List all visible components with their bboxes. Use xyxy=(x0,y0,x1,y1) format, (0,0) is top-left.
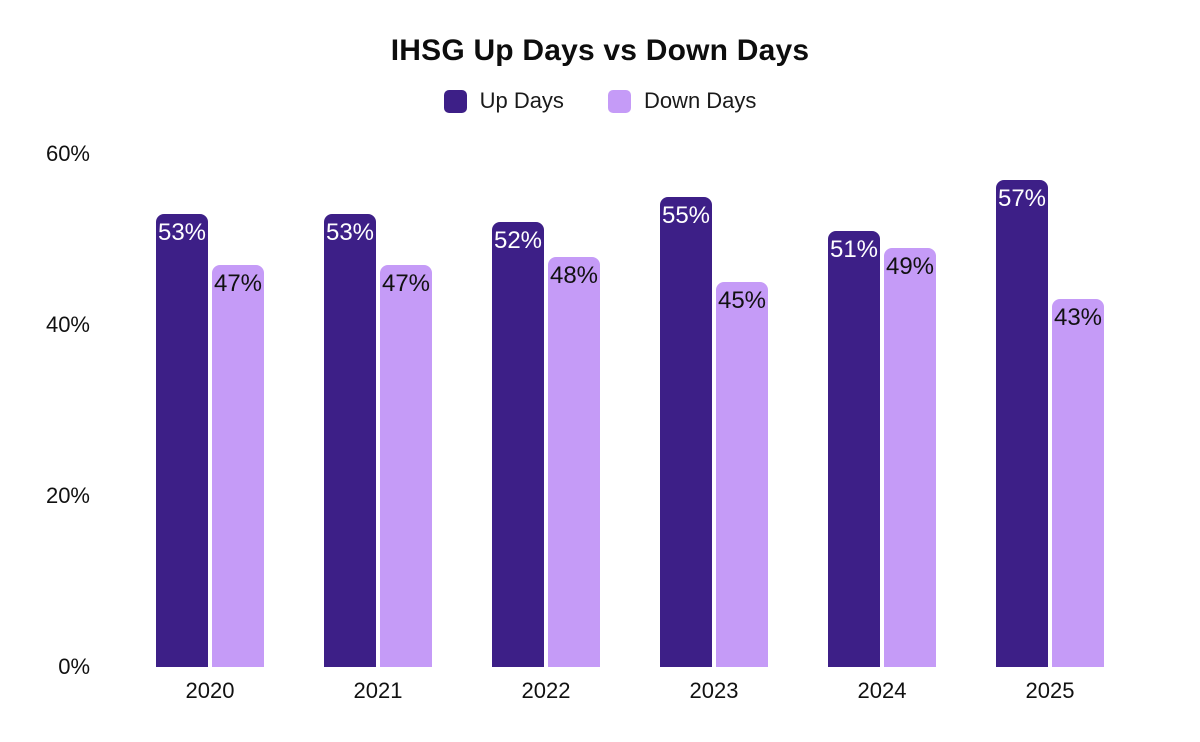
bar-value-label: 53% xyxy=(325,218,375,246)
x-tick-label-2021: 2021 xyxy=(353,678,403,703)
chart-title: IHSG Up Days vs Down Days xyxy=(390,34,810,67)
bar-group-2024: 51% 49% xyxy=(798,154,966,667)
bar-down-days-2021: 47% xyxy=(380,265,432,667)
legend-swatch-icon xyxy=(607,89,631,113)
plot-area: 53% 47% 53% 47% 52% 48% 55% 45% 51% 49% 57% 43% xyxy=(126,154,1134,667)
y-tick-label: 40% xyxy=(45,312,90,337)
bar-group-2023: 55% 45% xyxy=(630,154,798,667)
bar-up-days-2024: 51% xyxy=(828,230,880,667)
y-tick-label: 60% xyxy=(45,141,90,166)
bar-group-2020: 53% 47% xyxy=(126,154,294,667)
bar-group-2022: 52% 48% xyxy=(462,154,630,667)
legend-item-up-days: Up Days xyxy=(443,88,564,114)
bar-up-days-2023: 55% xyxy=(660,196,712,667)
bar-up-days-2025: 57% xyxy=(996,179,1048,667)
legend-item-down-days: Down Days xyxy=(607,88,757,114)
legend-swatch-icon xyxy=(443,89,467,113)
bar-down-days-2023: 45% xyxy=(716,282,768,667)
x-tick-label-2023: 2023 xyxy=(689,678,739,703)
legend-label: Up Days xyxy=(479,88,564,113)
bar-value-label: 43% xyxy=(1053,304,1103,332)
legend-label: Down Days xyxy=(643,88,757,113)
bar-down-days-2020: 47% xyxy=(212,265,264,667)
bar-value-label: 53% xyxy=(157,218,207,246)
bar-value-label: 51% xyxy=(829,235,879,263)
x-tick-label-2025: 2025 xyxy=(1025,678,1075,703)
x-tick-label-2020: 2020 xyxy=(185,678,235,703)
bar-value-label: 57% xyxy=(997,184,1047,212)
bar-value-label: 49% xyxy=(885,253,935,281)
bar-up-days-2020: 53% xyxy=(156,213,208,667)
bar-group-2025: 57% 43% xyxy=(966,154,1134,667)
bar-down-days-2024: 49% xyxy=(884,248,936,667)
bar-up-days-2021: 53% xyxy=(324,213,376,667)
x-tick-label-2022: 2022 xyxy=(521,678,571,703)
bar-value-label: 47% xyxy=(381,270,431,298)
bar-up-days-2022: 52% xyxy=(492,222,544,667)
y-tick-label: 20% xyxy=(45,483,90,508)
bar-value-label: 48% xyxy=(549,261,599,289)
bar-value-label: 45% xyxy=(717,287,767,315)
bar-value-label: 55% xyxy=(661,201,711,229)
legend: Up Days Down Days xyxy=(0,88,1200,114)
x-tick-label-2024: 2024 xyxy=(857,678,907,703)
y-tick-label: 0% xyxy=(58,654,90,679)
bar-down-days-2025: 43% xyxy=(1052,299,1104,667)
bar-value-label: 52% xyxy=(493,227,543,255)
bar-value-label: 47% xyxy=(213,270,263,298)
bar-group-2021: 53% 47% xyxy=(294,154,462,667)
bar-down-days-2022: 48% xyxy=(548,256,600,667)
